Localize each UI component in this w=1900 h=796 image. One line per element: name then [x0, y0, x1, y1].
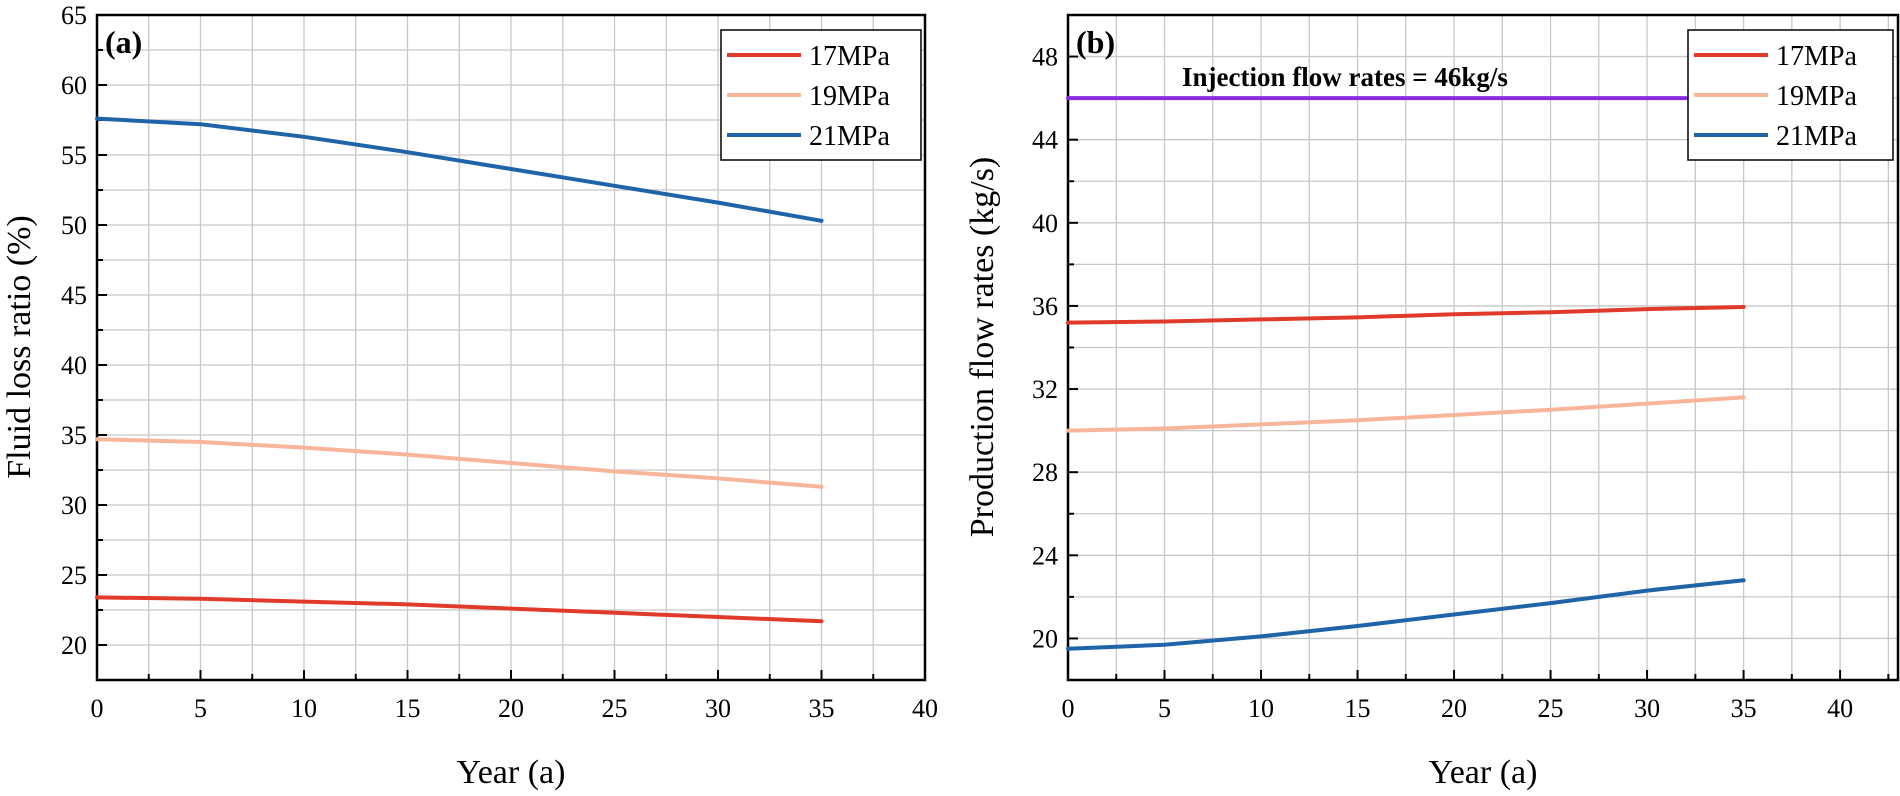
x-tick-label: 25: [602, 694, 628, 723]
x-tick-label: 25: [1538, 694, 1564, 723]
panel-a-legend: 17MPa 19MPa 21MPa: [720, 29, 922, 161]
panel-a-y-axis-title: Fluid loss ratio (%): [1, 215, 38, 478]
panel-b-x-axis: 0 5 10 15 20 25 30 35 40: [1062, 670, 1890, 723]
y-tick-label: 35: [61, 421, 87, 450]
panel-a-y-axis: 20 25 30 35 40 45 50 55 60 65: [61, 1, 107, 681]
y-tick-label: 36: [1032, 292, 1058, 321]
y-tick-label: 30: [61, 491, 87, 520]
panel-b-series-17mpa: [1066, 305, 1746, 325]
legend-label: 19MPa: [809, 81, 890, 112]
y-tick-label: 65: [61, 1, 87, 30]
legend-label: 19MPa: [1776, 81, 1857, 112]
y-tick-label: 44: [1032, 126, 1058, 155]
panel-b-annotation: Injection flow rates = 46kg/s: [1182, 62, 1508, 92]
legend-label: 21MPa: [809, 121, 890, 152]
panel-a-panel-label: (a): [105, 24, 142, 60]
legend-label: 21MPa: [1776, 121, 1857, 152]
x-tick-label: 20: [1441, 694, 1467, 723]
panel-a-series-17mpa: [95, 595, 824, 624]
panel-b-series-19mpa: [1066, 395, 1746, 433]
y-tick-label: 24: [1032, 541, 1058, 570]
x-tick-label: 10: [1248, 694, 1274, 723]
y-tick-label: 48: [1032, 43, 1058, 72]
x-tick-label: 30: [705, 694, 731, 723]
panel-b-grid: [1068, 14, 1898, 680]
x-tick-label: 40: [912, 694, 938, 723]
x-tick-label: 35: [809, 694, 835, 723]
y-tick-label: 32: [1032, 375, 1058, 404]
legend-label: 17MPa: [809, 41, 890, 72]
x-tick-label: 15: [395, 694, 421, 723]
x-tick-label: 20: [498, 694, 524, 723]
panel-b-panel-label: (b): [1076, 24, 1115, 60]
panel-b-production-flow-rates: 0 5 10 15 20 25 30 35 40 20 24 28 32 36 40 44 48 Year (a)…: [964, 13, 1900, 791]
panel-a-series-21mpa: [95, 116, 824, 223]
panel-b-legend: 17MPa 19MPa 21MPa: [1687, 29, 1894, 161]
x-tick-label: 35: [1731, 694, 1757, 723]
panel-b-y-axis: 20 24 28 32 36 40 44 48: [1032, 14, 1078, 681]
x-tick-label: 5: [194, 694, 207, 723]
panel-a-series-19mpa: [95, 437, 824, 489]
x-tick-label: 0: [1062, 694, 1075, 723]
panel-b-series-21mpa: [1066, 578, 1746, 651]
y-tick-label: 50: [61, 211, 87, 240]
x-tick-label: 30: [1634, 694, 1660, 723]
panel-a-x-axis: 0 5 10 15 20 25 30 35 40: [91, 670, 938, 723]
y-tick-label: 40: [61, 351, 87, 380]
y-tick-label: 60: [61, 71, 87, 100]
y-tick-label: 28: [1032, 458, 1058, 487]
panel-a-fluid-loss-ratio: 0 5 10 15 20 25 30 35 40 20 25 30 35 40 45 50 55 60 65 Year…: [1, 1, 938, 791]
x-tick-label: 15: [1345, 694, 1371, 723]
legend-label: 17MPa: [1776, 41, 1857, 72]
y-tick-label: 45: [61, 281, 87, 310]
x-tick-label: 40: [1827, 694, 1853, 723]
y-tick-label: 40: [1032, 209, 1058, 238]
x-tick-label: 0: [91, 694, 104, 723]
y-tick-label: 20: [1032, 624, 1058, 653]
panel-a-x-axis-title: Year (a): [457, 754, 566, 791]
x-tick-label: 10: [291, 694, 317, 723]
y-tick-label: 25: [61, 561, 87, 590]
x-tick-label: 5: [1158, 694, 1171, 723]
y-tick-label: 55: [61, 141, 87, 170]
panel-b-y-axis-title: Production flow rates (kg/s): [964, 157, 1001, 538]
panel-b-x-axis-title: Year (a): [1429, 754, 1538, 791]
y-tick-label: 20: [61, 631, 87, 660]
